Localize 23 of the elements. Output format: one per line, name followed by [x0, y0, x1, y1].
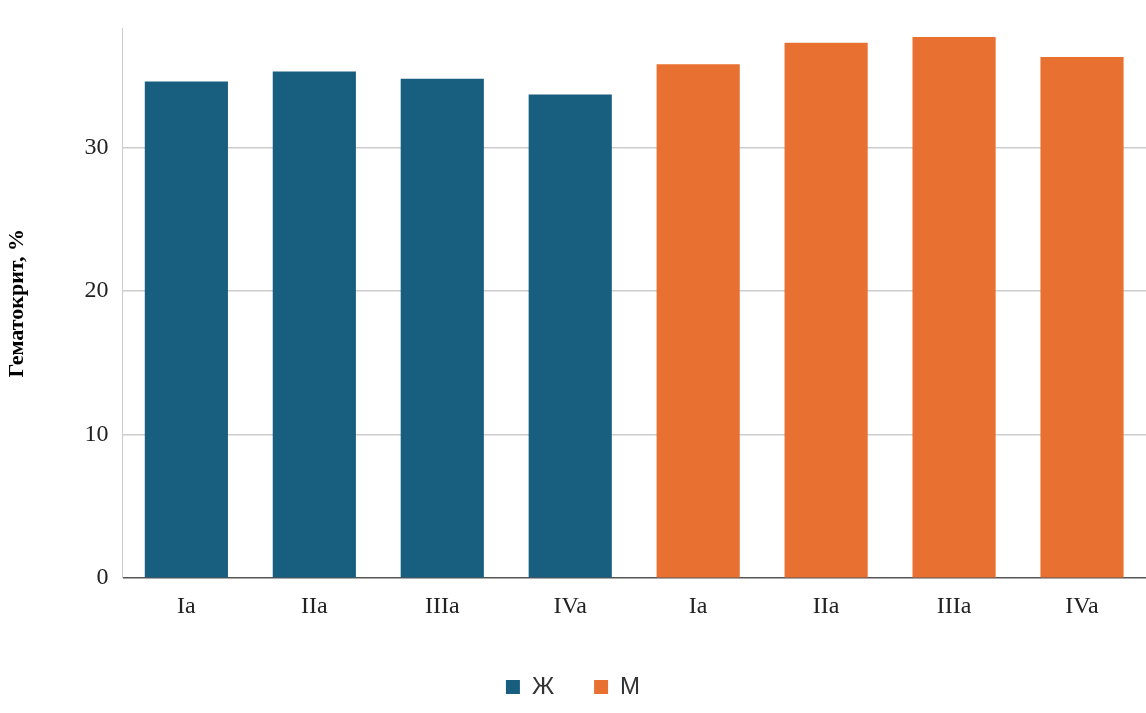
y-axis-title: Гематокрит, % — [2, 229, 28, 378]
x-tick-label: Ia — [688, 591, 708, 618]
bar — [272, 71, 356, 578]
x-tick-label: IIIa — [936, 591, 972, 618]
bar — [784, 42, 868, 578]
bar — [400, 78, 484, 578]
legend-label: М — [620, 671, 641, 699]
bar — [1040, 57, 1124, 578]
y-tick-label: 0 — [96, 563, 109, 590]
x-tick-label: IIa — [812, 591, 840, 618]
x-tick-label: IVa — [1065, 591, 1100, 618]
bar — [528, 94, 612, 578]
y-tick-label: 30 — [84, 132, 109, 159]
x-tick-label: Ia — [177, 591, 197, 618]
y-tick-label: 20 — [84, 276, 109, 303]
legend-label: Ж — [531, 671, 555, 699]
x-tick-label: IIIa — [424, 591, 460, 618]
bar — [144, 81, 228, 578]
bar — [912, 37, 996, 578]
x-tick-label: IVa — [553, 591, 588, 618]
bar — [656, 64, 740, 578]
x-tick-label: IIa — [301, 591, 328, 618]
y-tick-label: 10 — [84, 419, 109, 446]
